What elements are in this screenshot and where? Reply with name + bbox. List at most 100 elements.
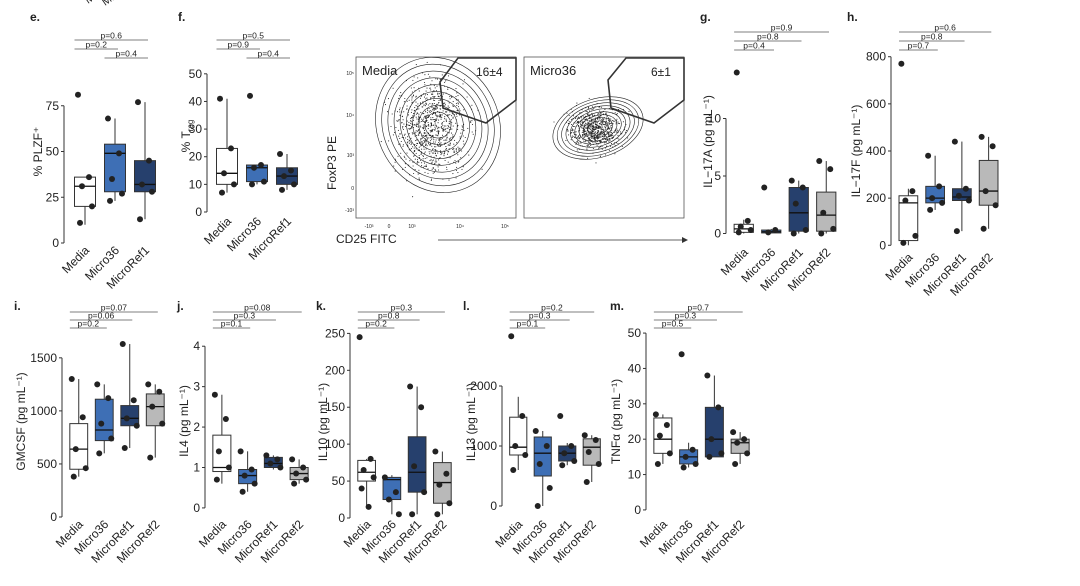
flow-dot (594, 141, 596, 143)
box-Micro36 (94, 398, 114, 442)
flow-dot (421, 106, 423, 108)
flow-dot (425, 141, 427, 143)
flow-dot (392, 134, 394, 136)
flow-dot (583, 137, 585, 139)
data-point (561, 450, 568, 457)
flow-dot (433, 85, 435, 87)
data-point (411, 463, 418, 470)
box-Media (69, 423, 89, 470)
flow-dot (442, 129, 444, 131)
flow-dot (590, 144, 592, 147)
flow-dot (440, 142, 442, 144)
flow-dot (431, 162, 433, 164)
gate-polygon-media (439, 57, 517, 124)
flow-dot (429, 103, 431, 105)
flow-dot (591, 129, 593, 131)
flow-dot (420, 126, 422, 128)
flow-dot (416, 135, 418, 137)
flow-dot (602, 123, 605, 126)
flow-dot (431, 125, 433, 127)
flow-dot (575, 133, 577, 135)
flow-dot (416, 118, 418, 120)
flow-dot (421, 142, 423, 144)
pvalue-label: p=0.1 (221, 319, 243, 329)
flow-dot (422, 154, 424, 157)
flow-dot (471, 120, 473, 122)
pvalue-label: p=0.2 (85, 40, 107, 50)
flow-dot (444, 102, 446, 104)
flow-dot (416, 145, 418, 147)
flow-dot (586, 125, 588, 127)
flow-dot (443, 127, 445, 129)
flow-dot (415, 105, 417, 107)
flow-dot (423, 133, 425, 135)
flow-dot (599, 118, 601, 120)
flow-dot (455, 113, 457, 115)
flow-dot (599, 135, 601, 137)
y-tick-label: 10 (189, 177, 203, 191)
flow-dot (428, 107, 430, 110)
flow-dot (401, 122, 403, 124)
data-point (147, 454, 154, 461)
flow-dot (410, 144, 412, 146)
flow-dot (433, 102, 435, 105)
data-point (802, 227, 809, 234)
box-MicroRef2 (816, 191, 837, 232)
flow-dot (595, 162, 597, 164)
data-point (277, 150, 283, 157)
data-point (652, 411, 659, 418)
flow-dot (581, 127, 583, 129)
data-point (568, 443, 575, 449)
pvalue-label: p=0.6 (934, 23, 956, 33)
flow-dot (404, 133, 406, 135)
data-point (139, 181, 145, 188)
flow-dot (597, 138, 599, 140)
flow-dot (443, 125, 446, 127)
data-point (735, 229, 742, 236)
flow-dot (575, 143, 577, 145)
data-point (291, 181, 297, 188)
y-axis-label-subscript: reg (186, 120, 195, 132)
flow-dot (596, 124, 598, 127)
data-point (130, 397, 137, 404)
flow-dot (425, 115, 427, 118)
flow-dot (403, 155, 405, 157)
flow-dot (431, 110, 433, 112)
flow-dot (601, 148, 603, 150)
flow-dot (409, 160, 411, 162)
flow-dot (452, 173, 454, 175)
flow-dot (425, 132, 427, 134)
flow-dot (591, 114, 594, 116)
flow-dot (610, 118, 612, 120)
flow-dot (438, 159, 440, 161)
flow-dot (462, 83, 464, 85)
flow-dot (449, 144, 451, 146)
flow-dot (411, 125, 413, 128)
flow-dot (412, 126, 415, 129)
flow-dot (420, 153, 422, 156)
flow-dot (384, 104, 387, 106)
pvalue-label: p=0.3 (391, 303, 413, 313)
flow-dot (442, 110, 444, 112)
flow-dot (588, 139, 590, 141)
flow-dot (437, 130, 439, 132)
flow-dot (601, 124, 603, 126)
flow-dot (598, 131, 600, 133)
data-point (718, 450, 725, 457)
flow-dot (419, 102, 422, 104)
flow-dot (432, 124, 434, 126)
flow-dot (397, 129, 399, 131)
pvalue-label: p=0.5 (242, 31, 264, 41)
y-tick-label: 1000 (470, 439, 497, 453)
y-tick-label: 1 (193, 460, 200, 474)
y-tick-label: 50 (189, 67, 203, 81)
contour-line-media (424, 111, 452, 139)
data-point (261, 178, 267, 185)
flow-dot (610, 143, 613, 145)
flow-y-tick-label: 10⁴ (346, 113, 354, 119)
flow-dot (595, 132, 597, 135)
flow-dot (619, 131, 621, 133)
data-point (583, 479, 590, 485)
flow-dot (423, 152, 425, 154)
contour-line-micro36 (574, 111, 622, 145)
